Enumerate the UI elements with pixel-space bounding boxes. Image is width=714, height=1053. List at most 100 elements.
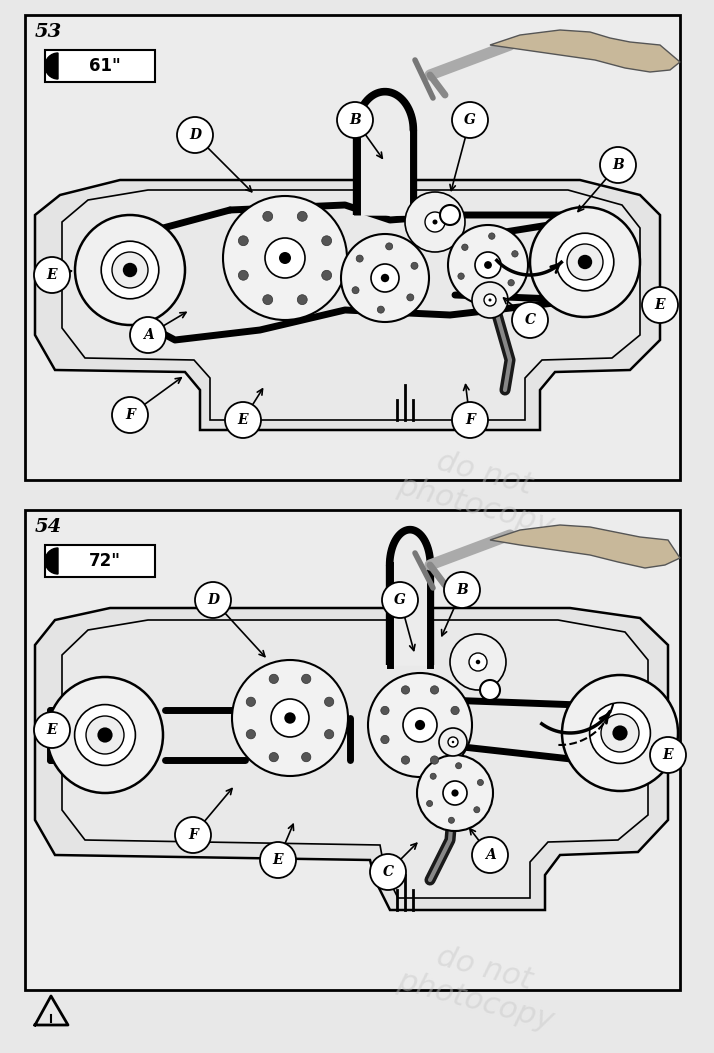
Circle shape: [260, 842, 296, 878]
Text: 53: 53: [35, 23, 62, 41]
Circle shape: [324, 697, 333, 707]
Circle shape: [269, 753, 278, 761]
Circle shape: [462, 244, 468, 251]
Circle shape: [478, 779, 483, 786]
Circle shape: [238, 271, 248, 280]
Circle shape: [642, 287, 678, 323]
Circle shape: [448, 225, 528, 305]
Circle shape: [401, 756, 410, 764]
Circle shape: [97, 728, 113, 742]
Text: A: A: [143, 327, 154, 342]
Text: 61": 61": [89, 57, 121, 75]
Text: D: D: [189, 128, 201, 142]
Circle shape: [431, 756, 438, 764]
Circle shape: [512, 251, 518, 257]
Text: do not
photocopy: do not photocopy: [394, 934, 565, 1036]
Text: C: C: [525, 313, 536, 327]
Circle shape: [301, 674, 311, 683]
Circle shape: [368, 673, 472, 777]
Circle shape: [232, 660, 348, 776]
Circle shape: [356, 255, 363, 262]
Circle shape: [75, 215, 185, 325]
Circle shape: [452, 102, 488, 138]
Circle shape: [469, 653, 487, 671]
Text: E: E: [238, 413, 248, 428]
Text: E: E: [273, 853, 283, 867]
Circle shape: [370, 854, 406, 890]
Circle shape: [650, 737, 686, 773]
Circle shape: [415, 720, 425, 730]
Circle shape: [175, 817, 211, 853]
Circle shape: [488, 233, 495, 239]
Circle shape: [322, 271, 331, 280]
Circle shape: [430, 773, 436, 779]
Circle shape: [431, 686, 438, 694]
Text: E: E: [655, 298, 665, 312]
Circle shape: [472, 282, 508, 318]
Circle shape: [417, 755, 493, 831]
Circle shape: [600, 147, 636, 183]
Circle shape: [263, 295, 273, 304]
Circle shape: [195, 582, 231, 618]
Circle shape: [567, 244, 603, 280]
Circle shape: [265, 238, 305, 278]
Wedge shape: [45, 53, 58, 79]
Circle shape: [112, 252, 148, 289]
Circle shape: [112, 397, 148, 433]
Text: G: G: [394, 593, 406, 607]
Circle shape: [407, 294, 414, 301]
Circle shape: [279, 252, 291, 264]
Circle shape: [405, 192, 465, 252]
Circle shape: [613, 726, 628, 740]
Circle shape: [371, 264, 399, 292]
Circle shape: [177, 117, 213, 153]
Circle shape: [512, 302, 548, 338]
Circle shape: [484, 261, 492, 269]
Circle shape: [439, 728, 467, 756]
Circle shape: [74, 704, 136, 766]
Polygon shape: [35, 608, 668, 910]
Circle shape: [337, 102, 373, 138]
Circle shape: [269, 674, 278, 683]
Circle shape: [47, 677, 163, 793]
Circle shape: [448, 817, 454, 823]
Text: A: A: [485, 848, 496, 862]
Circle shape: [411, 262, 418, 270]
Circle shape: [444, 572, 480, 608]
Text: do not
photocopy: do not photocopy: [394, 439, 565, 541]
Bar: [25, 15, 680, 480]
Text: D: D: [207, 593, 219, 607]
Circle shape: [297, 212, 307, 221]
Circle shape: [377, 306, 384, 313]
Polygon shape: [62, 620, 648, 898]
Circle shape: [480, 680, 500, 700]
Circle shape: [488, 298, 491, 301]
Circle shape: [284, 712, 296, 723]
Circle shape: [263, 212, 273, 221]
Circle shape: [301, 753, 311, 761]
Polygon shape: [490, 29, 680, 72]
Text: 72": 72": [89, 552, 121, 570]
Circle shape: [381, 707, 389, 715]
Circle shape: [386, 243, 393, 250]
Circle shape: [381, 274, 389, 282]
Circle shape: [382, 582, 418, 618]
Circle shape: [530, 207, 640, 317]
Bar: [45, 545, 155, 577]
Circle shape: [246, 730, 256, 739]
Text: B: B: [349, 113, 361, 127]
Circle shape: [123, 263, 137, 277]
Circle shape: [556, 233, 614, 291]
Text: E: E: [46, 269, 57, 282]
Text: B: B: [612, 158, 624, 172]
Text: G: G: [464, 113, 476, 127]
Text: 54: 54: [35, 518, 62, 536]
Circle shape: [475, 252, 501, 278]
Circle shape: [456, 762, 462, 769]
Circle shape: [381, 735, 389, 743]
Wedge shape: [45, 548, 58, 574]
Circle shape: [130, 317, 166, 353]
Text: F: F: [188, 828, 198, 842]
Circle shape: [452, 402, 488, 438]
Circle shape: [322, 236, 331, 245]
